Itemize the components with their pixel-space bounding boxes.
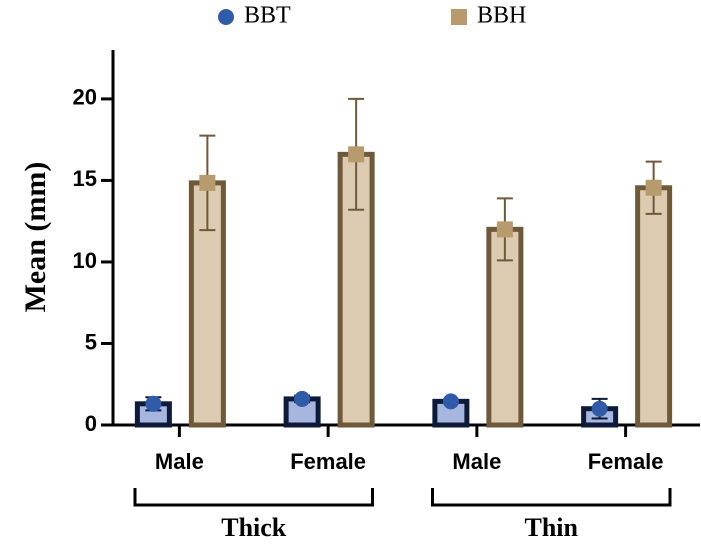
legend-marker — [451, 9, 467, 25]
y-tick-label: 20 — [73, 85, 97, 110]
legend-label: BBT — [244, 3, 291, 29]
marker — [348, 146, 365, 163]
x-tick-label: Male — [155, 449, 204, 474]
y-tick-label: 10 — [73, 248, 97, 273]
group-label: Thick — [221, 513, 287, 542]
marker — [199, 174, 216, 191]
group-label: Thin — [525, 513, 579, 542]
group-bracket — [431, 488, 672, 507]
bar — [635, 185, 673, 428]
y-tick-label: 5 — [85, 329, 97, 354]
marker — [496, 221, 513, 238]
marker — [591, 400, 608, 417]
marker — [294, 390, 311, 407]
y-tick-label: 0 — [85, 411, 97, 436]
y-axis-label: Mean (mm) — [19, 162, 52, 313]
marker — [145, 395, 162, 412]
x-tick-label: Female — [290, 449, 366, 474]
group-bracket — [133, 488, 374, 507]
bar — [486, 226, 524, 428]
legend-marker — [218, 9, 234, 25]
legend-label: BBH — [477, 3, 526, 29]
bar — [188, 180, 226, 428]
x-tick-label: Male — [452, 449, 501, 474]
marker — [645, 179, 662, 196]
marker — [442, 393, 459, 410]
x-tick-label: Female — [588, 449, 664, 474]
y-tick-label: 15 — [73, 166, 97, 191]
